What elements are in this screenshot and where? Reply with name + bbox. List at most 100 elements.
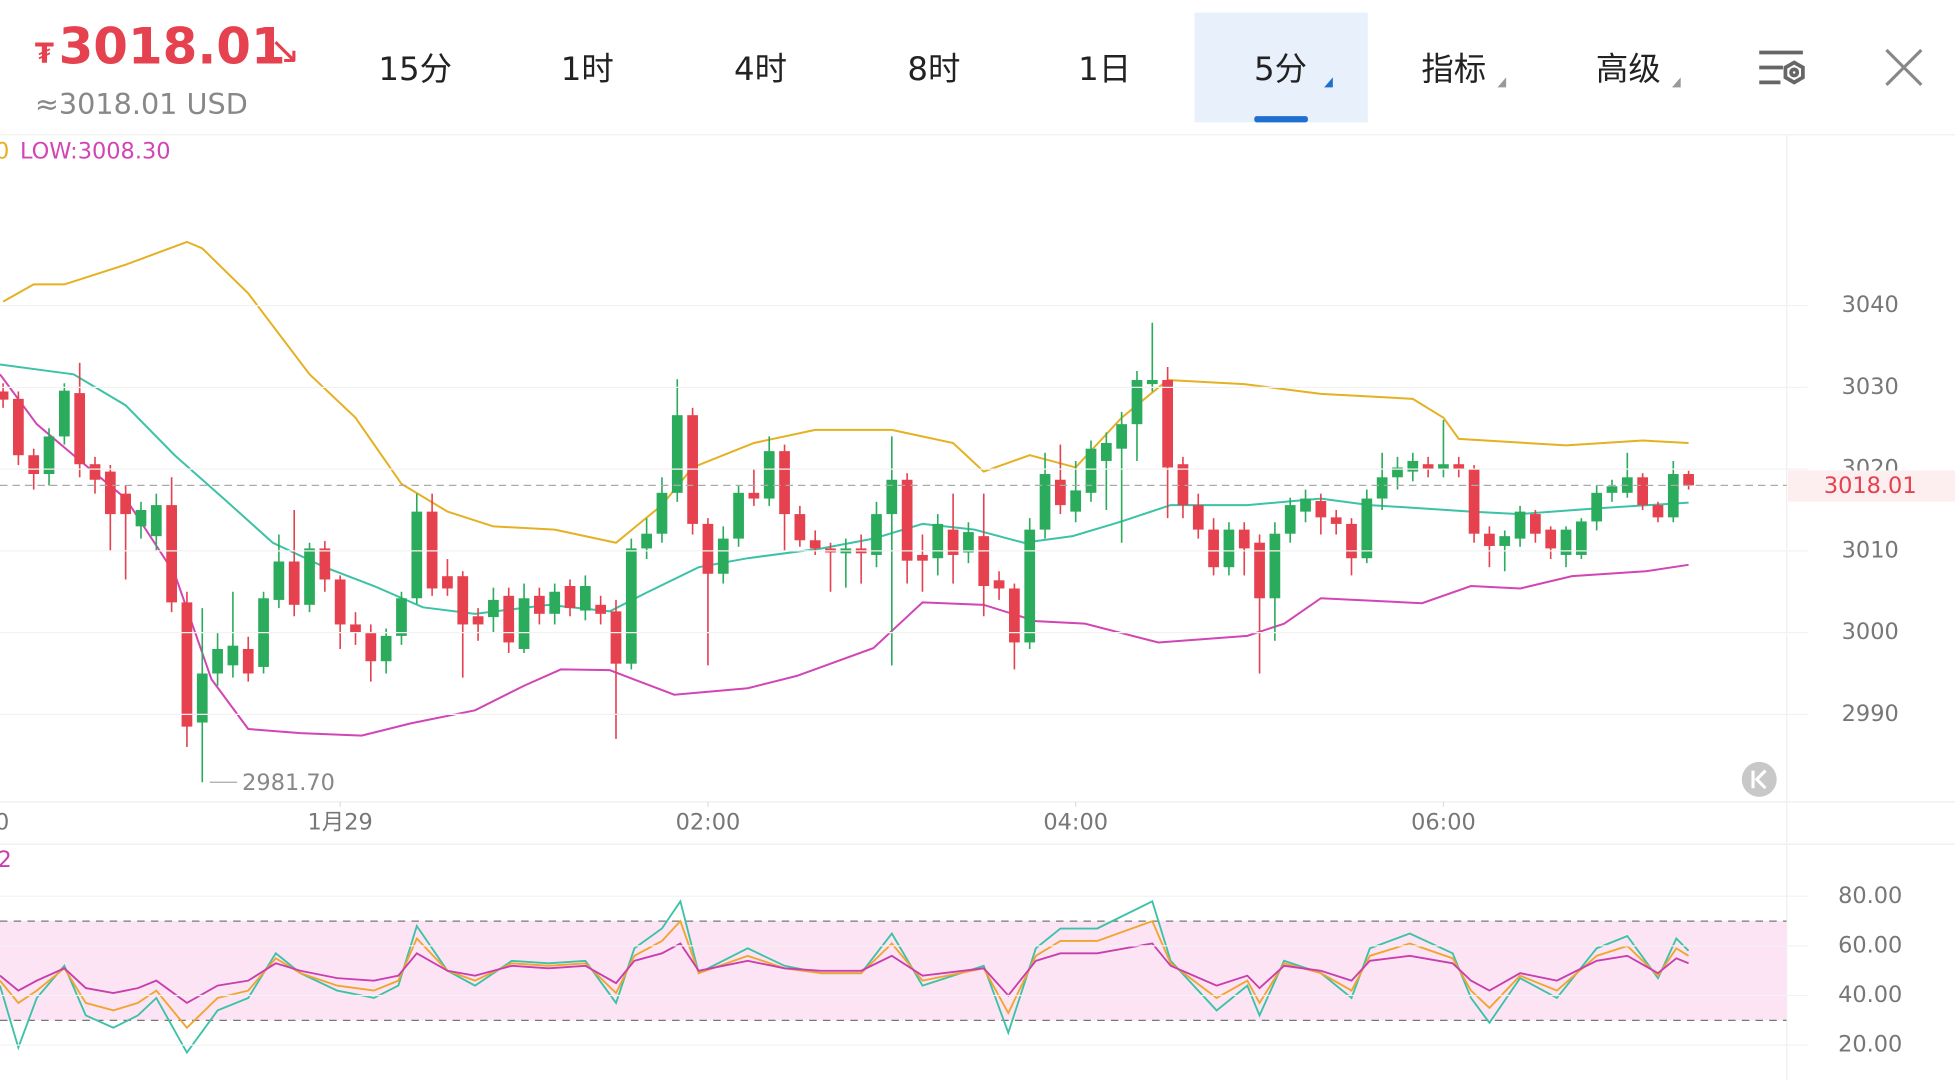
rsi-tick-label: 40.00 bbox=[1838, 982, 1902, 1008]
candle-body bbox=[1009, 588, 1020, 643]
candle-body bbox=[196, 673, 208, 723]
y-tick-label: 2990 bbox=[1842, 701, 1899, 727]
price: 3018.01 bbox=[59, 18, 286, 76]
candle-body bbox=[89, 464, 101, 480]
candle-body bbox=[917, 554, 928, 561]
timeframe-tab[interactable]: 1日 bbox=[1078, 50, 1131, 88]
candle-body bbox=[1683, 474, 1694, 486]
candle-body bbox=[334, 579, 346, 625]
candle-body bbox=[993, 580, 1005, 589]
timeframe-tab[interactable]: 15分 bbox=[378, 50, 452, 88]
legend-text: 0 bbox=[0, 139, 9, 165]
candle-body bbox=[1192, 505, 1204, 530]
candle-body bbox=[58, 390, 70, 437]
candle-body bbox=[457, 576, 469, 625]
candle-body bbox=[1575, 521, 1587, 555]
candle-body bbox=[579, 586, 591, 611]
settings-icon[interactable] bbox=[1759, 50, 1805, 85]
selected-tab-indicator bbox=[1254, 116, 1308, 123]
timeframe-tab[interactable]: 8时 bbox=[907, 50, 960, 88]
usd-price: ≈3018.01 USD bbox=[35, 87, 248, 121]
candle-body bbox=[1499, 536, 1511, 546]
rsi-tick-label: 60.00 bbox=[1838, 932, 1902, 958]
candle-body bbox=[1131, 380, 1143, 425]
close-button[interactable] bbox=[1885, 48, 1923, 87]
candle-body bbox=[671, 415, 683, 493]
reset-button[interactable] bbox=[1741, 761, 1777, 797]
candle-body bbox=[1530, 514, 1541, 534]
candle-body bbox=[212, 648, 223, 674]
rsi-label: 2 bbox=[0, 847, 12, 873]
candle-body bbox=[901, 479, 913, 561]
candle-body bbox=[1116, 424, 1128, 449]
timeframe-tab[interactable]: 4时 bbox=[734, 50, 787, 88]
candle-body bbox=[534, 595, 545, 614]
candle-body bbox=[150, 505, 162, 537]
candle-body bbox=[871, 514, 882, 555]
candle-body bbox=[43, 436, 55, 475]
candle-body bbox=[518, 598, 530, 649]
candle-body bbox=[1300, 498, 1311, 512]
candle-body bbox=[426, 511, 438, 589]
candle-body bbox=[1054, 479, 1066, 506]
legend-text: LOW:3008.30 bbox=[20, 139, 171, 165]
currency-symbol: ₮ bbox=[35, 38, 54, 69]
candle-body bbox=[1284, 505, 1296, 534]
y-tick-label: 3030 bbox=[1842, 374, 1899, 400]
candle-body bbox=[1361, 498, 1373, 559]
candle-body bbox=[1254, 542, 1265, 599]
candle-body bbox=[380, 635, 392, 662]
candle-body bbox=[13, 398, 24, 456]
candle-body bbox=[442, 576, 453, 589]
candle-body bbox=[595, 604, 607, 614]
candle-body bbox=[488, 599, 499, 618]
candle-body bbox=[1330, 517, 1342, 524]
candle-body bbox=[932, 523, 944, 559]
candle-body bbox=[1315, 501, 1327, 518]
candle-body bbox=[365, 632, 377, 662]
x-tick-label: 06:00 bbox=[1411, 810, 1476, 836]
candle-body bbox=[1024, 529, 1036, 643]
dropdown-marker bbox=[1671, 77, 1681, 88]
dropdown-marker bbox=[1497, 77, 1507, 88]
rsi-line bbox=[0, 942, 1689, 1005]
candle-body bbox=[1652, 505, 1664, 518]
candle-body bbox=[610, 611, 622, 664]
candle-body bbox=[396, 598, 407, 636]
last-price-bg bbox=[1787, 470, 1955, 502]
timeframe-tab[interactable]: 高级 bbox=[1596, 50, 1661, 88]
last-price-label: 3018.01 bbox=[1824, 473, 1917, 499]
candle-body bbox=[656, 492, 668, 534]
selected-tab-bg bbox=[1194, 12, 1368, 123]
timeframe-tab[interactable]: 1时 bbox=[561, 50, 614, 88]
candle-body bbox=[809, 540, 821, 549]
candle-body bbox=[135, 509, 147, 527]
candle-body bbox=[625, 548, 637, 664]
candle-body bbox=[1269, 533, 1281, 599]
candle-body bbox=[779, 451, 790, 515]
reset-icon bbox=[1751, 769, 1767, 790]
candle-body bbox=[1453, 464, 1465, 470]
rsi-plot bbox=[0, 899, 1787, 1055]
rsi-line bbox=[0, 919, 1690, 1030]
timeframe-tab[interactable]: 指标 bbox=[1421, 50, 1486, 88]
candle-body bbox=[702, 523, 714, 574]
candle-body bbox=[1177, 464, 1189, 506]
timeframe-tab[interactable]: 5分 bbox=[1254, 50, 1307, 88]
candle-body bbox=[1238, 529, 1250, 549]
candle-body bbox=[1468, 469, 1480, 534]
x-tick-label: 02:00 bbox=[676, 810, 741, 836]
candle-body bbox=[748, 492, 760, 499]
trend-arrow: ↘ bbox=[269, 28, 300, 72]
candle-body bbox=[1100, 442, 1112, 461]
candle-body bbox=[350, 624, 361, 633]
candle-body bbox=[181, 602, 193, 727]
candle-body bbox=[28, 455, 40, 475]
candle-body bbox=[503, 595, 515, 643]
y-tick-label: 3010 bbox=[1842, 537, 1899, 563]
candle-body bbox=[304, 548, 315, 605]
candle-body bbox=[104, 471, 116, 515]
candle-body bbox=[288, 561, 300, 605]
candle-body bbox=[1162, 380, 1173, 468]
